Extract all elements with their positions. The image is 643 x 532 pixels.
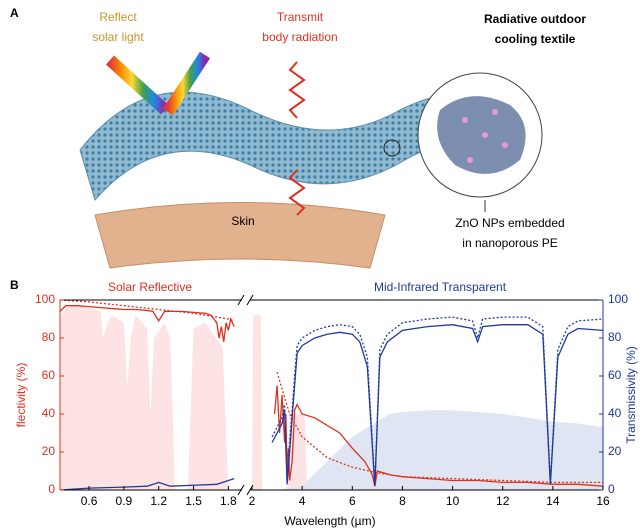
y2-tick-label: 100 — [608, 292, 628, 306]
reflect-label: Reflect — [99, 10, 137, 24]
textile-label: Radiative outdoor — [484, 12, 586, 26]
y-tick-label: 0 — [48, 482, 55, 496]
figure: A Reflect solar light Transmit body radi… — [0, 0, 643, 532]
x-tick-label: 0.6 — [81, 494, 98, 508]
y-tick-label: 20 — [42, 444, 56, 458]
panel-label: B — [10, 278, 19, 292]
zno-label: ZnO NPs embedded — [455, 216, 564, 230]
spectrum-area — [252, 315, 307, 490]
y-tick-label: 80 — [42, 330, 56, 344]
y2-tick-label: 40 — [608, 406, 622, 420]
y-tick-label: 40 — [42, 406, 56, 420]
y2-tick-label: 20 — [608, 444, 622, 458]
x-tick-label: 4 — [299, 494, 306, 508]
spectrum-area — [60, 306, 240, 490]
x-tick-label: 10 — [446, 494, 460, 508]
x-tick-label: 0.9 — [116, 494, 133, 508]
reflect-label: solar light — [92, 30, 144, 44]
y2-axis-label: Transmissivity (%) — [624, 346, 638, 444]
panel-label: A — [10, 6, 19, 20]
x-tick-label: 14 — [546, 494, 560, 508]
x-tick-label: 1.5 — [185, 494, 202, 508]
transmit-label: Transmit — [277, 10, 324, 24]
annotation: Mid-Infrared Transparent — [374, 280, 507, 294]
skin-label: Skin — [231, 214, 254, 228]
x-tick-label: 8 — [399, 494, 406, 508]
zno-label: in nanoporous PE — [462, 236, 557, 250]
textile-label: cooling textile — [495, 32, 576, 46]
x-tick-label: 16 — [596, 494, 610, 508]
y2-tick-label: 80 — [608, 330, 622, 344]
x-tick-label: 12 — [496, 494, 510, 508]
transmit-label: body radiation — [262, 30, 337, 44]
y-tick-label: 60 — [42, 368, 56, 382]
annotation: Solar Reflective — [108, 280, 192, 294]
x-tick-label: 2 — [249, 494, 256, 508]
y-tick-label: 100 — [35, 292, 55, 306]
y2-tick-label: 60 — [608, 368, 622, 382]
y-axis-label: flectivity (%) — [14, 363, 28, 428]
x-axis-label: Wavelength (µm) — [284, 514, 375, 528]
x-tick-label: 6 — [349, 494, 356, 508]
x-tick-label: 1.8 — [220, 494, 237, 508]
x-tick-label: 1.2 — [150, 494, 167, 508]
